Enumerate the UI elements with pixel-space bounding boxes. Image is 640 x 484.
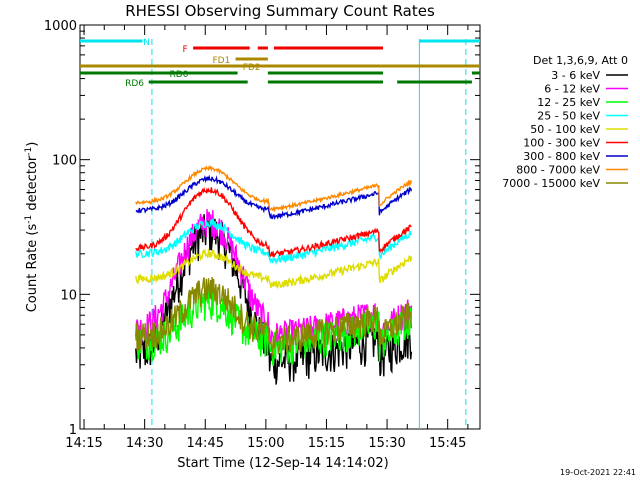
state-bars: N F FD1 FD2 RD0 RD6 — [80, 38, 480, 89]
series-line-6 — [135, 174, 413, 220]
legend-label: 100 - 300 keV — [523, 137, 600, 150]
x-tick-label: 15:15 — [308, 436, 345, 451]
series-line-5 — [135, 186, 412, 258]
legend-label: 12 - 25 keV — [537, 96, 600, 109]
state-label: FD1 — [212, 56, 230, 66]
chart-title: RHESSI Observing Summary Count Rates — [125, 2, 435, 20]
y-axis-label-mid: detector — [25, 155, 40, 215]
series-group — [135, 165, 413, 385]
series-line-4 — [135, 247, 413, 289]
y-axis-label-end: ) — [25, 142, 40, 147]
state-label: F — [182, 45, 187, 55]
legend-label: 300 - 800 keV — [523, 150, 600, 163]
y-tick-label: 100 — [52, 154, 77, 169]
series-line-1 — [135, 209, 413, 351]
x-tick-label: 14:45 — [187, 436, 224, 451]
legend-header: Det 1,3,6,9, Att 0 — [533, 54, 628, 67]
legend-label: 800 - 7000 keV — [516, 164, 600, 177]
y-axis-label-sup1: -1 — [24, 215, 34, 224]
x-tick-label: 14:15 — [65, 436, 102, 451]
x-tick-label: 15:00 — [247, 436, 284, 451]
series-line-3 — [135, 218, 413, 266]
y-ticks: 1 10 100 1000 — [44, 19, 480, 438]
plot-frame — [79, 24, 481, 430]
timestamp: 19-Oct-2021 22:41 — [560, 468, 636, 477]
series-line-8 — [135, 276, 413, 357]
x-tick-label: 15:30 — [368, 436, 405, 451]
y-tick-label: 10 — [60, 288, 77, 303]
y-tick-label: 1 — [69, 423, 77, 438]
legend-label: 7000 - 15000 keV — [502, 177, 600, 190]
legend-label: 3 - 6 keV — [551, 69, 600, 82]
state-label: N — [143, 38, 150, 48]
legend-label: 6 - 12 keV — [544, 83, 600, 96]
state-label: RD0 — [170, 70, 189, 80]
state-label: RD6 — [125, 79, 144, 89]
y-axis-label: Count Rate (s-1 detector-1) — [24, 142, 40, 313]
x-tick-label: 15:45 — [429, 436, 466, 451]
y-axis-label-sup2: -1 — [24, 147, 34, 156]
y-axis-label-main: Count Rate (s — [25, 224, 40, 313]
series-line-7 — [135, 165, 413, 213]
night-lines — [151, 39, 467, 429]
x-axis-label: Start Time (12-Sep-14 14:14:02) — [177, 456, 388, 471]
x-ticks: 14:15 14:30 14:45 15:00 15:15 15:30 15:45 — [65, 25, 469, 451]
y-tick-label: 1000 — [44, 19, 77, 34]
legend-label: 25 - 50 keV — [537, 110, 600, 123]
x-tick-label: 14:30 — [126, 436, 163, 451]
state-label: FD2 — [243, 63, 261, 73]
series-line-2 — [135, 287, 413, 367]
legend-label: 50 - 100 keV — [530, 123, 600, 136]
